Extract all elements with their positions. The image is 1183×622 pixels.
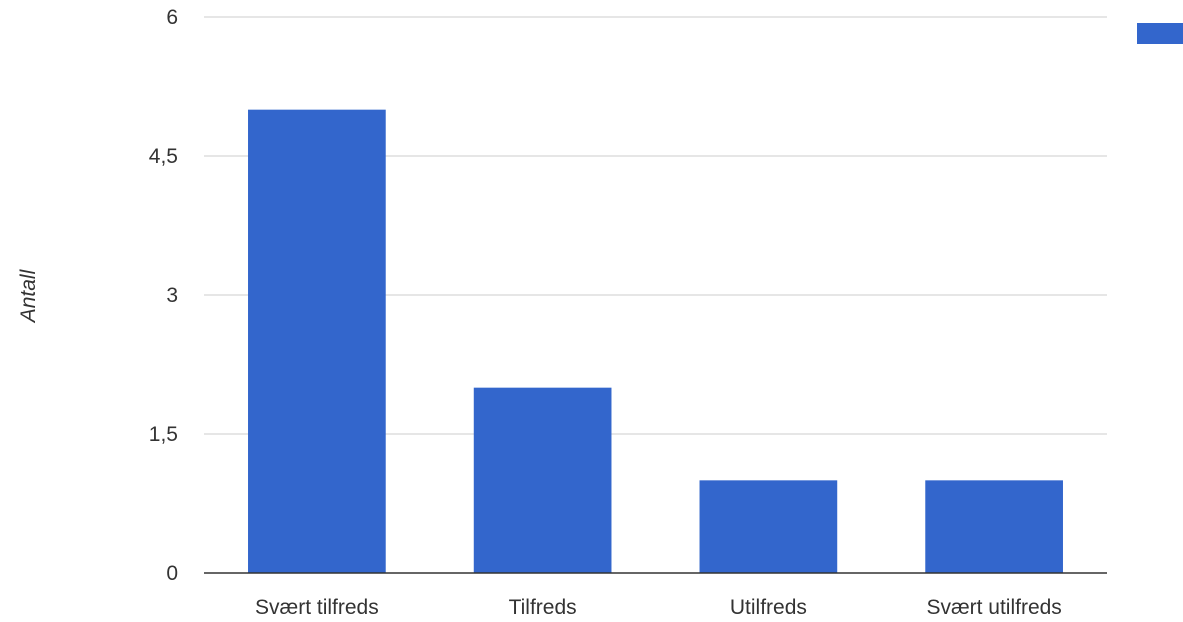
y-tick-labels: 0 1,5 3 4,5 6 bbox=[149, 6, 178, 585]
bars bbox=[248, 109, 1063, 574]
bar bbox=[473, 387, 612, 573]
y-tick-label: 0 bbox=[166, 562, 178, 585]
x-tick-labels: Svært tilfreds Tilfreds Utilfreds Svært uti… bbox=[255, 596, 1062, 619]
y-axis-label: Antall bbox=[17, 268, 40, 324]
bar bbox=[248, 109, 386, 574]
y-tick-label: 3 bbox=[166, 284, 178, 307]
x-tick-label: Utilfreds bbox=[730, 596, 807, 619]
y-tick-label: 1,5 bbox=[149, 423, 178, 446]
x-tick-label: Tilfreds bbox=[509, 596, 577, 619]
y-tick-label: 6 bbox=[166, 6, 178, 29]
bar bbox=[925, 480, 1063, 573]
bar bbox=[699, 480, 838, 573]
x-tick-label: Svært utilfreds bbox=[926, 596, 1061, 619]
y-tick-label: 4,5 bbox=[149, 145, 178, 168]
legend-swatch bbox=[1137, 23, 1183, 44]
legend bbox=[1137, 23, 1183, 44]
x-tick-label: Svært tilfreds bbox=[255, 596, 379, 619]
